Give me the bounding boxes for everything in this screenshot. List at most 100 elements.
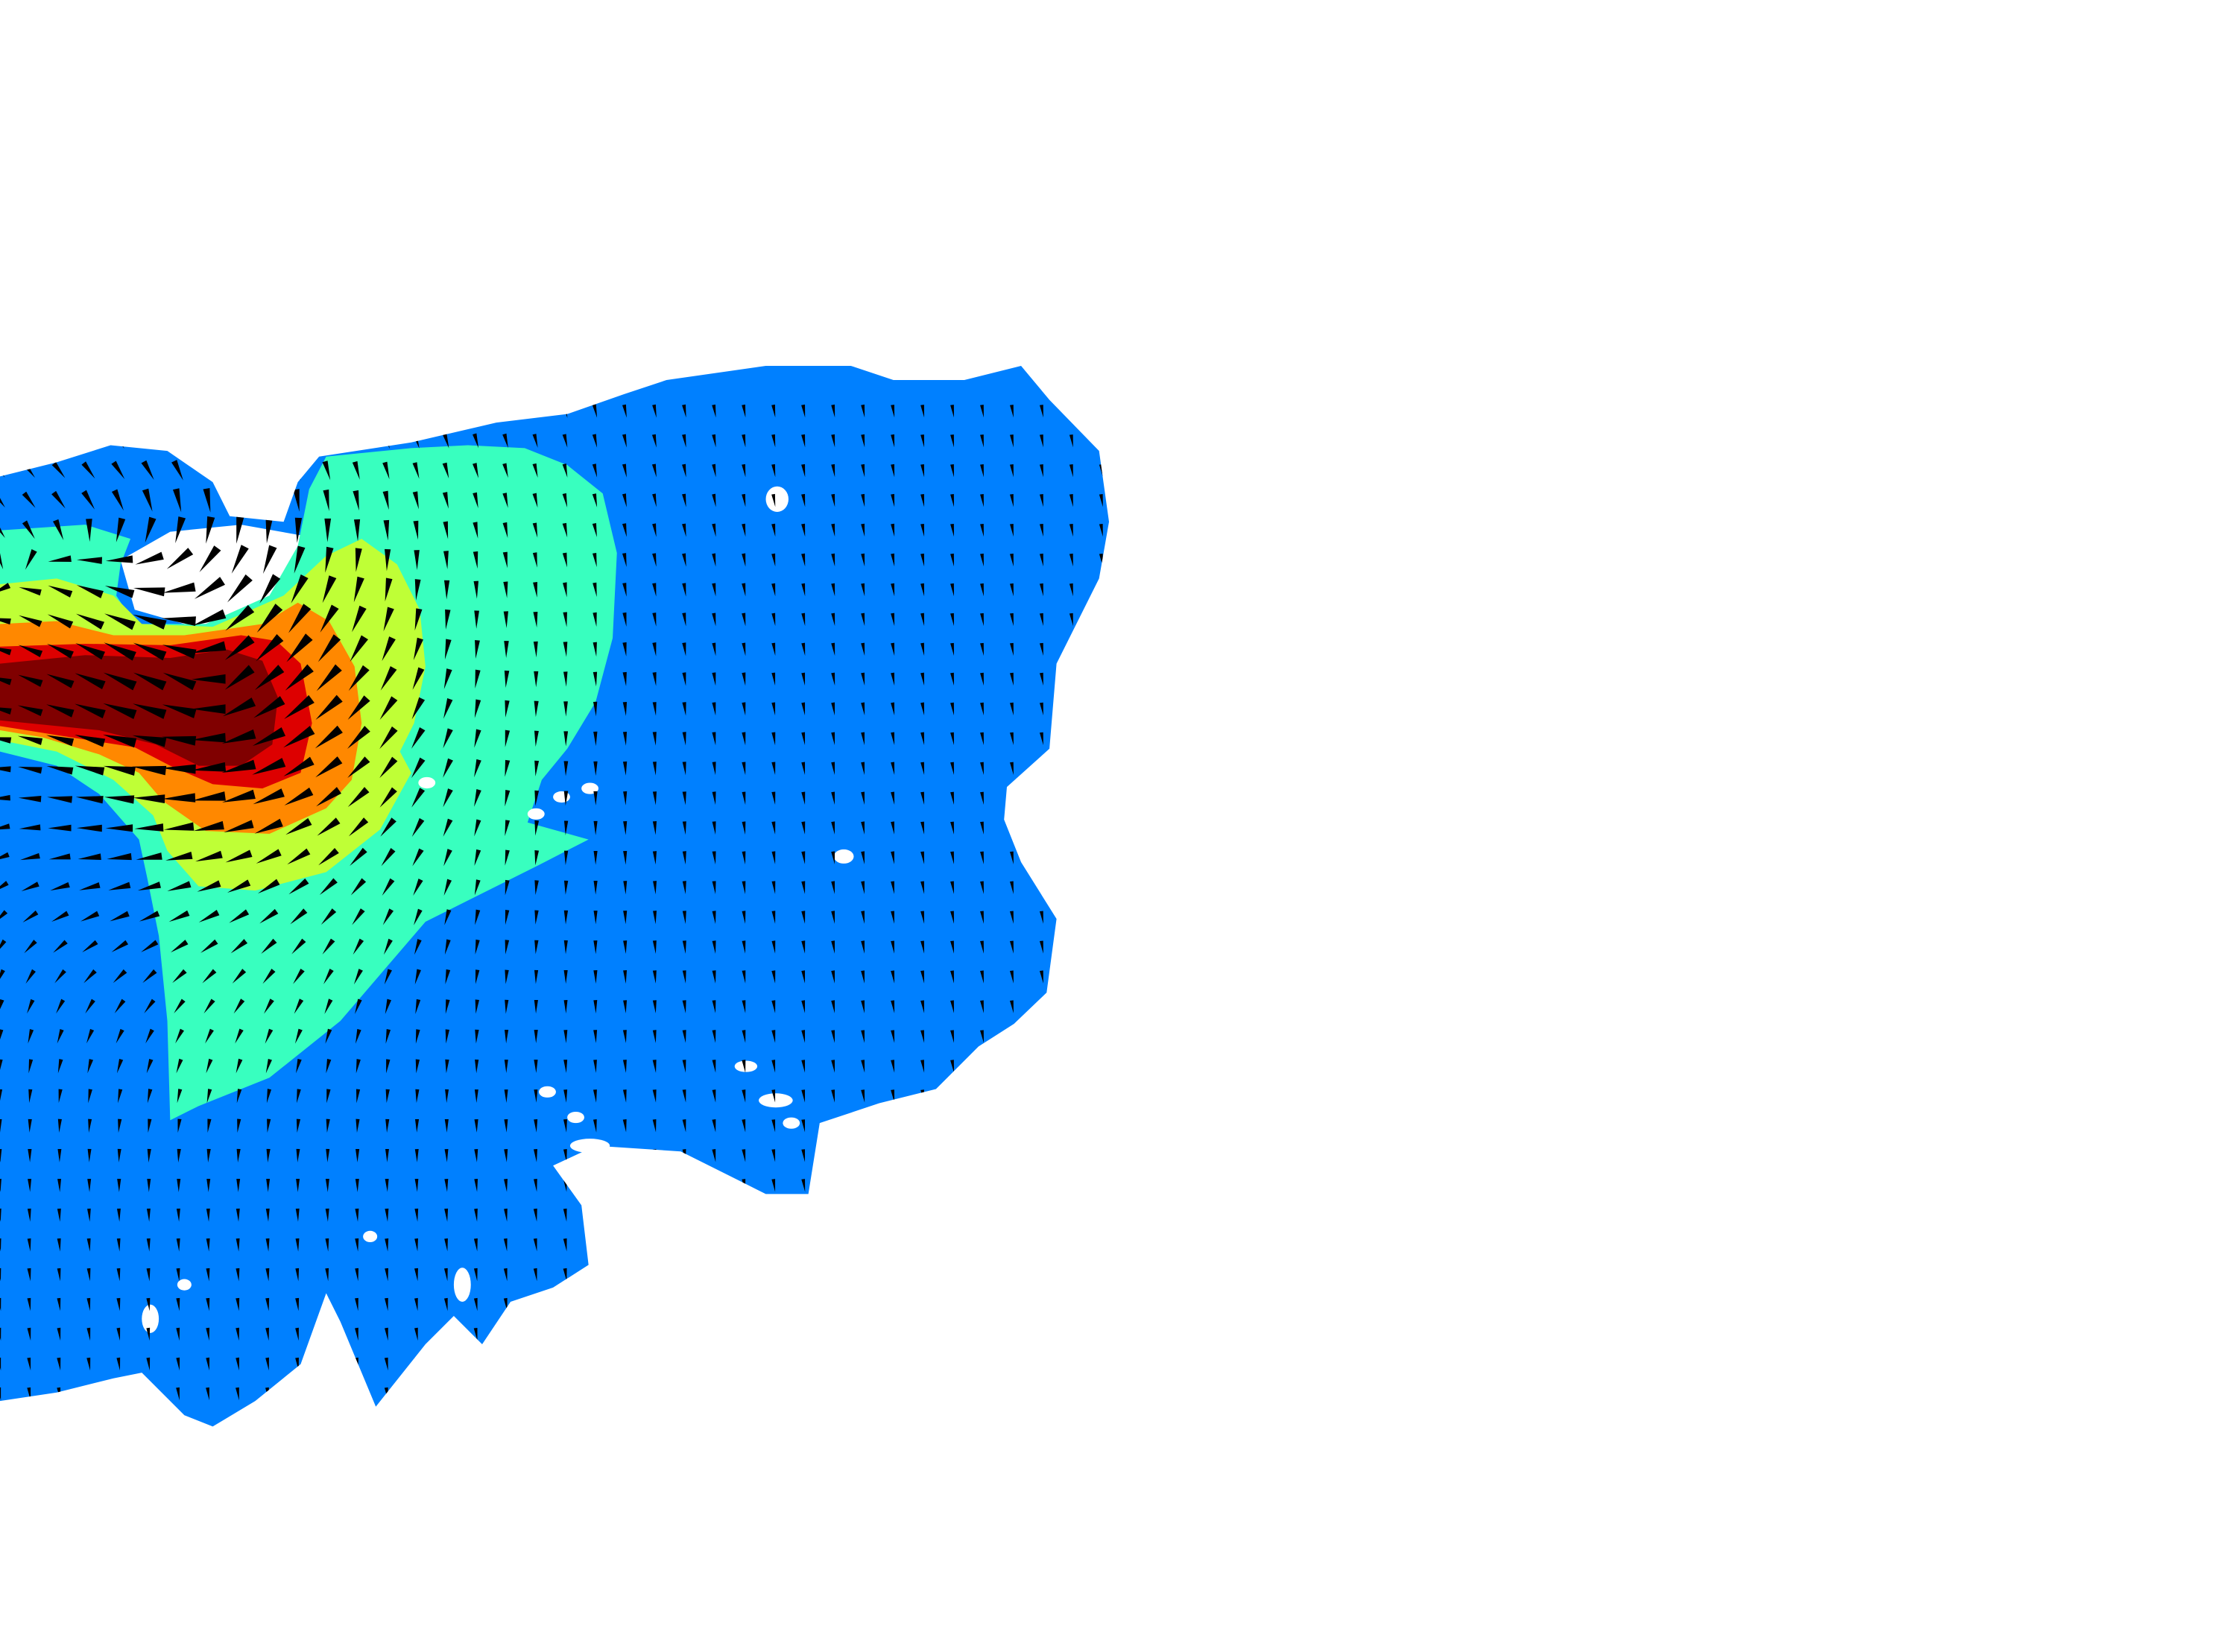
quiver-arrow bbox=[50, 882, 70, 891]
quiver-arrow bbox=[831, 732, 835, 746]
quiver-arrow bbox=[142, 402, 154, 419]
quiver-arrow bbox=[17, 735, 43, 745]
quiver-arrow bbox=[920, 583, 925, 597]
quiver-arrow bbox=[1009, 464, 1014, 478]
quiver-arrow bbox=[502, 551, 508, 569]
quiver-arrow bbox=[891, 1238, 895, 1252]
quiver-arrow bbox=[415, 1059, 420, 1074]
quiver-arrow bbox=[80, 911, 100, 922]
quiver-arrow bbox=[474, 819, 481, 837]
quiver-arrow bbox=[176, 1208, 180, 1222]
quiver-arrow bbox=[1099, 583, 1103, 597]
quiver-arrow bbox=[236, 1297, 240, 1311]
quiver-arrow bbox=[0, 1238, 1, 1252]
quiver-arrow bbox=[771, 881, 776, 894]
quiver-arrow bbox=[171, 460, 183, 481]
quiver-arrow bbox=[145, 516, 157, 543]
quiver-arrow bbox=[920, 642, 925, 656]
quiver-arrow bbox=[831, 940, 835, 954]
quiver-arrow bbox=[221, 729, 256, 744]
quiver-arrow bbox=[861, 523, 865, 537]
quiver-arrow bbox=[1069, 642, 1073, 656]
quiver-arrow bbox=[503, 611, 508, 628]
quiver-arrow bbox=[652, 642, 657, 656]
quiver-arrow bbox=[104, 795, 135, 804]
quiver-arrow bbox=[1039, 732, 1043, 746]
quiver-arrow bbox=[1099, 1000, 1103, 1013]
quiver-arrow bbox=[444, 1119, 449, 1133]
quiver-arrow bbox=[950, 1060, 955, 1073]
quiver-arrow bbox=[653, 911, 657, 925]
quiver-arrow bbox=[86, 519, 92, 542]
quiver-arrow bbox=[294, 517, 303, 543]
quiver-arrow bbox=[593, 1178, 597, 1192]
quiver-arrow bbox=[1039, 762, 1043, 775]
quiver-arrow bbox=[1069, 434, 1073, 448]
quiver-arrow bbox=[622, 1298, 627, 1311]
quiver-arrow bbox=[414, 1238, 418, 1252]
quiver-arrow bbox=[443, 551, 449, 569]
quiver-arrow bbox=[53, 403, 65, 418]
quiver-arrow bbox=[116, 1028, 124, 1044]
quiver-arrow bbox=[563, 1327, 567, 1341]
quiver-arrow bbox=[475, 939, 480, 955]
quiver-arrow bbox=[712, 613, 716, 627]
quiver-arrow bbox=[593, 1030, 598, 1043]
quiver-arrow bbox=[1069, 1238, 1073, 1252]
quiver-arrow bbox=[504, 1060, 508, 1074]
quiver-arrow bbox=[474, 849, 481, 866]
quiver-arrow bbox=[415, 1089, 420, 1104]
quiver-arrow bbox=[53, 940, 68, 953]
quiver-arrow bbox=[742, 1357, 746, 1371]
quiver-arrow bbox=[200, 939, 218, 953]
quiver-arrow bbox=[133, 703, 167, 719]
quiver-arrow bbox=[653, 881, 657, 895]
quiver-arrow bbox=[356, 1089, 361, 1104]
quiver-arrow bbox=[18, 795, 42, 803]
quiver-arrow bbox=[533, 581, 537, 598]
quiver-arrow bbox=[861, 613, 865, 627]
quiver-arrow bbox=[1099, 762, 1103, 775]
quiver-arrow bbox=[682, 1119, 686, 1133]
quiver-arrow bbox=[534, 910, 539, 925]
quiver-arrow bbox=[1069, 1387, 1073, 1401]
quiver-arrow bbox=[562, 552, 567, 568]
quiver-arrow bbox=[1069, 464, 1073, 478]
quiver-arrow bbox=[1069, 881, 1073, 894]
quiver-arrow bbox=[742, 1060, 746, 1073]
quiver-arrow bbox=[712, 523, 716, 537]
quiver-arrow bbox=[891, 1209, 895, 1222]
quiver-arrow bbox=[46, 766, 74, 775]
quiver-arrow bbox=[474, 729, 481, 748]
quiver-arrow bbox=[980, 821, 984, 835]
quiver-arrow bbox=[1069, 1209, 1073, 1222]
quiver-arrow bbox=[75, 643, 105, 660]
quiver-arrow bbox=[116, 1238, 121, 1252]
quiver-arrow bbox=[562, 434, 568, 448]
quiver-arrow bbox=[320, 604, 339, 633]
quiver-arrow bbox=[861, 1149, 865, 1162]
quiver-arrow bbox=[110, 911, 130, 922]
quiver-arrow bbox=[0, 737, 12, 744]
quiver-arrow bbox=[801, 1327, 806, 1341]
quiver-arrow bbox=[742, 672, 746, 686]
quiver-arrow bbox=[1069, 732, 1073, 746]
quiver-arrow bbox=[75, 734, 106, 747]
quiver-arrow bbox=[505, 909, 510, 925]
quiver-arrow bbox=[412, 848, 424, 867]
quiver-arrow bbox=[712, 1238, 716, 1252]
quiver-arrow bbox=[443, 698, 453, 719]
quiver-arrow bbox=[254, 818, 283, 834]
quiver-arrow bbox=[379, 696, 398, 720]
quiver-arrow bbox=[861, 1000, 865, 1013]
quiver-arrow bbox=[444, 939, 451, 955]
quiver-arrow bbox=[920, 613, 925, 627]
quiver-arrow bbox=[1069, 821, 1073, 835]
quiver-arrow bbox=[205, 1028, 214, 1044]
quiver-arrow bbox=[86, 1387, 91, 1401]
quiver-arrow bbox=[0, 1178, 1, 1192]
quiver-arrow bbox=[382, 461, 390, 480]
quiver-arrow bbox=[1039, 642, 1043, 656]
quiver-arrow bbox=[1009, 1268, 1014, 1282]
quiver-arrow bbox=[563, 940, 568, 955]
